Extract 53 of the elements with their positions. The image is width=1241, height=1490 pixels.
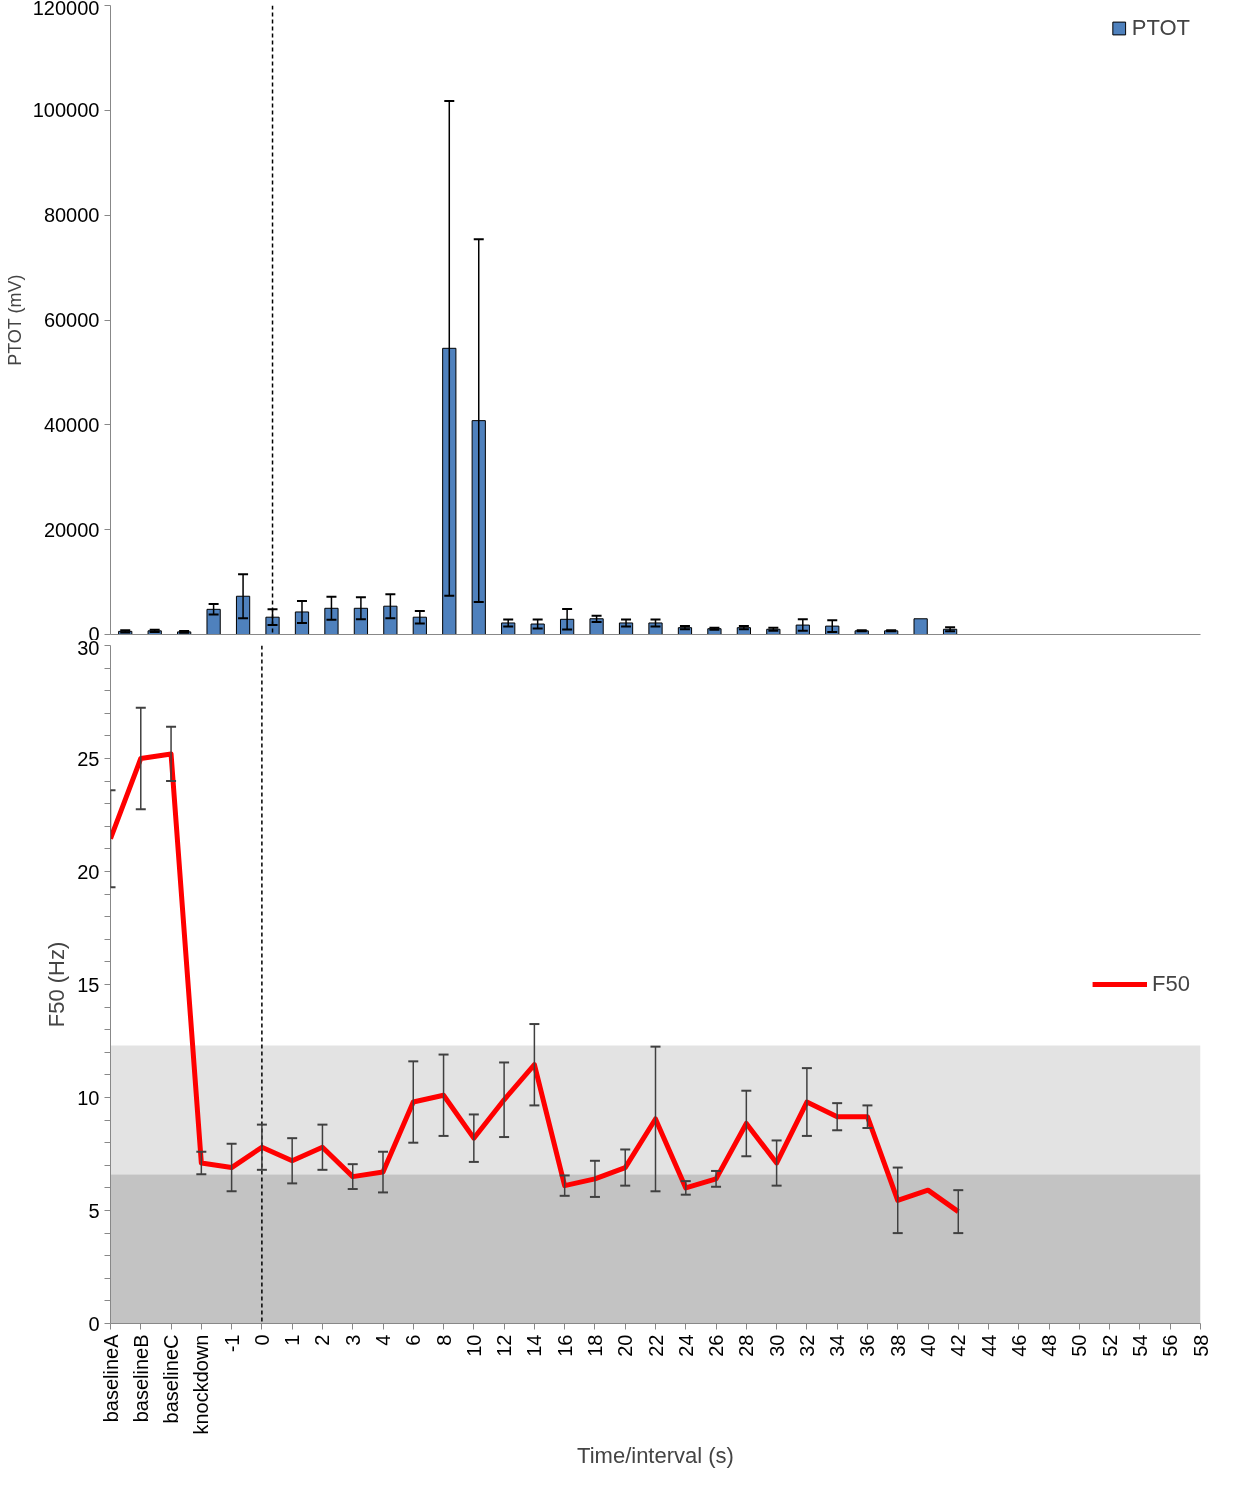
x-tick-label: 28 bbox=[735, 1334, 758, 1357]
y-tick-label: 25 bbox=[77, 747, 100, 770]
x-tick-label: 10 bbox=[462, 1334, 485, 1357]
y-tick-label: 20 bbox=[77, 860, 100, 883]
legend-label: PTOT bbox=[1131, 15, 1190, 41]
x-axis-title: Time/interval (s) bbox=[577, 1442, 734, 1468]
x-tick-label: 42 bbox=[947, 1334, 970, 1357]
y-tick-label: 120000 bbox=[32, 0, 100, 19]
x-tick-label: 6 bbox=[402, 1334, 425, 1346]
x-tick-label: 1 bbox=[281, 1334, 304, 1346]
x-tick-label: 32 bbox=[795, 1334, 818, 1357]
x-tick-label: 44 bbox=[977, 1334, 1000, 1357]
x-tick-label: 30 bbox=[765, 1334, 788, 1357]
x-tick-label: 2 bbox=[311, 1334, 334, 1346]
x-tick-label: 56 bbox=[1159, 1334, 1182, 1357]
x-tick-label: 50 bbox=[1068, 1334, 1091, 1357]
x-tick-label: 58 bbox=[1189, 1334, 1212, 1357]
x-tick-label: 18 bbox=[583, 1334, 606, 1357]
x-tick-label: 8 bbox=[432, 1334, 455, 1346]
x-tick-label: 14 bbox=[523, 1334, 546, 1357]
x-tick-label: baselineC bbox=[160, 1334, 183, 1424]
x-tick-label: 52 bbox=[1098, 1334, 1121, 1357]
x-tick-label: 3 bbox=[341, 1334, 364, 1346]
x-tick-label: 22 bbox=[644, 1334, 667, 1357]
y-axis-title: PTOT (mV) bbox=[4, 274, 25, 366]
x-tick-label: knockdown bbox=[190, 1334, 213, 1435]
x-tick-label: 16 bbox=[553, 1334, 576, 1357]
legend-label: F50 bbox=[1152, 971, 1190, 997]
y-tick-label: 80000 bbox=[43, 204, 100, 227]
x-tick-label: 36 bbox=[856, 1334, 879, 1357]
y-tick-label: 100000 bbox=[32, 99, 100, 122]
x-tick-label: 46 bbox=[1007, 1334, 1030, 1357]
y-tick-label: 40000 bbox=[43, 413, 100, 436]
y-tick-label: 10 bbox=[77, 1086, 100, 1109]
y-axis-title: F50 (Hz) bbox=[44, 941, 70, 1028]
x-tick-label: baselineA bbox=[99, 1333, 122, 1423]
x-tick-label: 0 bbox=[250, 1334, 273, 1346]
x-tick-label: 12 bbox=[493, 1334, 516, 1357]
x-tick-label: -1 bbox=[220, 1334, 243, 1353]
x-tick-label: 38 bbox=[886, 1334, 909, 1357]
y-tick-label: 15 bbox=[77, 973, 100, 996]
x-tick-label: 24 bbox=[674, 1334, 697, 1357]
x-tick-label: 40 bbox=[917, 1334, 939, 1357]
x-tick-label: 48 bbox=[1038, 1334, 1061, 1357]
x-tick-label: baselineB bbox=[129, 1334, 152, 1423]
x-tick-label: 34 bbox=[826, 1334, 849, 1357]
y-tick-label: 5 bbox=[88, 1199, 100, 1222]
y-tick-label: 60000 bbox=[43, 309, 100, 331]
x-tick-label: 54 bbox=[1128, 1334, 1151, 1357]
y-tick-label: 20000 bbox=[43, 518, 100, 541]
x-tick-label: 26 bbox=[705, 1334, 728, 1357]
x-tick-label: 20 bbox=[614, 1334, 637, 1357]
x-tick-label: 4 bbox=[372, 1334, 394, 1346]
